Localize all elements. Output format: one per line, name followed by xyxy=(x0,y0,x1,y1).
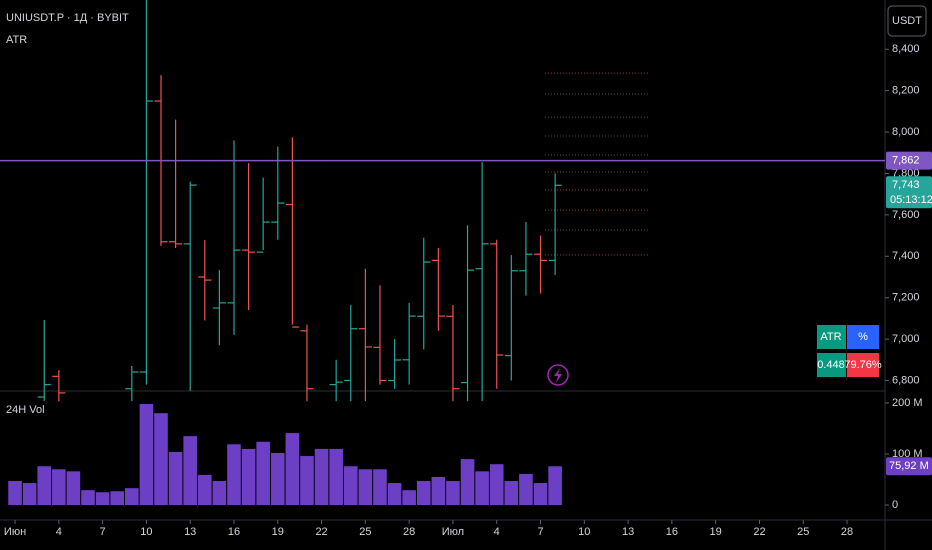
volume-bar xyxy=(139,404,154,505)
event-icon[interactable] xyxy=(547,364,569,386)
y-tick-label: 7,400 xyxy=(892,250,920,262)
volume-bar xyxy=(343,466,358,505)
price-label: 7,743 xyxy=(892,179,920,191)
volume-bar xyxy=(212,481,227,505)
currency-button[interactable] xyxy=(887,5,927,37)
x-tick-label: 4 xyxy=(494,526,500,538)
x-tick-label: 16 xyxy=(228,526,240,538)
volume-bar xyxy=(460,459,475,505)
y-tick-label: 7,000 xyxy=(892,333,920,345)
volume-bar xyxy=(446,481,460,505)
volume-bar xyxy=(22,483,37,505)
volume-bar xyxy=(154,413,168,505)
y-tick-label: 8,000 xyxy=(892,126,920,138)
x-tick-label: 19 xyxy=(710,526,722,538)
volume-bar xyxy=(314,448,329,505)
volume-bar xyxy=(241,448,256,505)
x-tick-label: Июн xyxy=(4,526,26,538)
table-cell-text: 79.76% xyxy=(844,359,882,371)
y-tick-label: 100 M xyxy=(892,448,923,460)
x-tick-label: 7 xyxy=(537,526,543,538)
volume-bar xyxy=(227,444,241,505)
volume-bar xyxy=(285,433,300,505)
volume-bar xyxy=(402,490,416,505)
x-tick-label: 7 xyxy=(100,526,106,538)
volume-bar xyxy=(37,466,52,505)
volume-bar xyxy=(197,474,212,505)
x-tick-label: Июл xyxy=(442,526,464,538)
volume-bar xyxy=(81,490,95,505)
volume-bar xyxy=(256,441,270,505)
x-tick-label: 22 xyxy=(753,526,765,538)
volume-bar xyxy=(300,456,314,505)
line-label: 7,862 xyxy=(892,155,920,167)
y-tick-label: 7,600 xyxy=(892,209,920,221)
volume-bar xyxy=(329,448,343,505)
volume-bar xyxy=(66,471,81,505)
volume-bar xyxy=(373,469,387,505)
x-tick-label: 4 xyxy=(56,526,62,538)
table-header: % xyxy=(858,331,868,343)
x-tick-label: 28 xyxy=(403,526,415,538)
volume-bar xyxy=(168,451,183,505)
last-volume-label: 75,92 M xyxy=(889,460,929,472)
x-tick-label: 25 xyxy=(359,526,371,538)
volume-bar xyxy=(183,436,197,505)
table-cell xyxy=(817,325,846,349)
line-label-box xyxy=(886,151,932,170)
x-tick-label: 16 xyxy=(666,526,678,538)
y-tick-label: 8,200 xyxy=(892,85,920,97)
y-tick-label: 0 xyxy=(892,499,898,511)
symbol: UNIUSDT.P · 1Д · BYBIT xyxy=(6,12,129,24)
x-tick-label: 13 xyxy=(622,526,634,538)
indicator: ATR xyxy=(6,34,27,46)
volume-bar xyxy=(8,481,22,505)
table-cell xyxy=(847,325,879,349)
volume-bar xyxy=(125,488,139,505)
volume-bar xyxy=(431,476,446,505)
table-header: ATR xyxy=(820,331,841,343)
last-volume-box xyxy=(886,457,932,476)
x-tick-label: 19 xyxy=(272,526,284,538)
volume-bar xyxy=(489,464,504,505)
y-tick-label: 6,800 xyxy=(892,374,920,386)
event-icon-bolt xyxy=(554,368,562,383)
x-tick-label: 13 xyxy=(184,526,196,538)
price-label-box xyxy=(886,176,932,209)
y-tick-label: 8,400 xyxy=(892,43,920,55)
table-cell xyxy=(847,353,879,377)
volume-bar xyxy=(95,492,110,505)
currency[interactable]: USDT xyxy=(892,15,922,27)
volume-bar xyxy=(270,452,285,505)
volume-bar xyxy=(52,469,66,505)
volume-bar xyxy=(110,491,125,505)
x-tick-label: 28 xyxy=(841,526,853,538)
volume-title: 24H Vol xyxy=(6,404,45,416)
x-tick-label: 10 xyxy=(578,526,590,538)
y-tick-label: 200 M xyxy=(892,397,923,409)
table-cell-text: 0.448 xyxy=(817,359,845,371)
table-cell xyxy=(817,353,846,377)
volume-bar xyxy=(519,473,533,505)
volume-bar xyxy=(358,469,373,505)
price-timer: 05:13:12 xyxy=(890,194,932,206)
volume-bar xyxy=(387,483,402,505)
y-tick-label: 7,200 xyxy=(892,292,920,304)
x-tick-label: 22 xyxy=(315,526,327,538)
x-tick-label: 10 xyxy=(140,526,152,538)
volume-bar xyxy=(548,466,562,505)
volume-bar xyxy=(475,471,489,505)
volume-bar xyxy=(416,481,431,505)
x-tick-label: 25 xyxy=(797,526,809,538)
volume-bar xyxy=(504,481,519,505)
volume-bar xyxy=(533,483,548,505)
